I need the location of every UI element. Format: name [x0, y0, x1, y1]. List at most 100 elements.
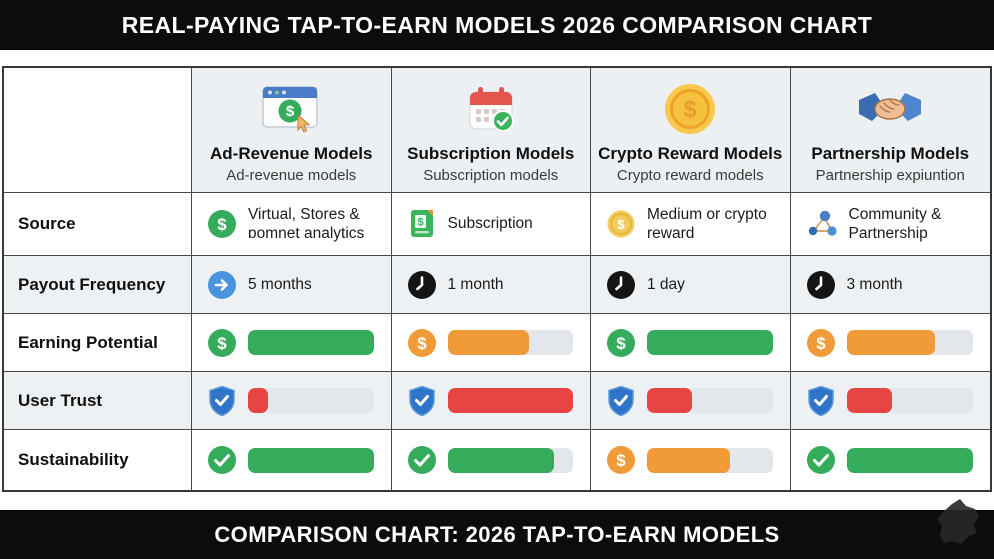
bar-track	[647, 388, 773, 413]
cell-text: Community & Partnership	[848, 205, 942, 242]
corner-cell	[4, 68, 192, 193]
svg-text:$: $	[616, 334, 626, 353]
bar-track	[447, 330, 573, 355]
column-header-crypto: $ Crypto Reward Models Crypto reward mod…	[591, 68, 791, 193]
footer-bar: COMPARISON CHART: 2026 TAP-TO-EARN MODEL…	[0, 499, 994, 559]
footer-title: COMPARISON CHART: 2026 TAP-TO-EARN MODEL…	[214, 521, 780, 547]
trust-cell-crypto	[591, 372, 791, 430]
bar-fill	[248, 330, 374, 355]
dollar-circle-orange-icon: $	[606, 445, 636, 475]
dollar-circle-green-icon: $	[207, 328, 237, 358]
svg-text:$: $	[417, 334, 427, 353]
row-label-sustainability: Sustainability	[4, 430, 192, 490]
row-label-source: Source	[4, 193, 192, 256]
svg-text:$: $	[417, 217, 423, 229]
earning-cell-crypto: $	[591, 314, 791, 372]
cell-text: Subscription	[447, 215, 533, 233]
cell-text: 1 month	[447, 275, 504, 293]
payout-cell-ad-revenue: 5 months	[192, 256, 392, 314]
earning-cell-partnership: $	[790, 314, 990, 372]
watermark-logo	[937, 499, 979, 544]
check-circle-icon	[407, 445, 437, 475]
bar-fill	[846, 447, 973, 473]
clock-icon	[806, 270, 836, 300]
row-label-user-trust: User Trust	[4, 372, 192, 430]
bar-track	[248, 388, 374, 413]
bar-fill	[647, 388, 693, 413]
gold-coin-small-icon: $	[606, 209, 636, 239]
calendar-check-icon	[465, 81, 517, 137]
sustainability-cell-partnership	[790, 430, 990, 490]
check-circle-icon	[806, 445, 836, 475]
bar-fill	[846, 388, 893, 413]
sustainability-cell-crypto: $	[591, 430, 791, 490]
source-cell-ad-revenue: $ Virtual, Stores & ɒomnet analytics	[192, 193, 392, 256]
column-subtitle: Partnership expiuntion	[815, 166, 965, 184]
bar-track	[248, 330, 374, 355]
source-cell-subscription: $ Subscription	[391, 193, 591, 256]
bar-track	[647, 330, 773, 355]
community-icon	[806, 209, 838, 239]
cell-text: 1 day	[647, 275, 685, 293]
bar-fill	[846, 330, 936, 355]
arrow-right-circle-icon	[207, 270, 237, 300]
bar-track	[647, 447, 773, 473]
bar-track	[846, 330, 973, 355]
svg-text:$: $	[217, 215, 227, 234]
cell-text: 3 month	[846, 275, 903, 293]
svg-text:$: $	[617, 217, 625, 232]
bar-track	[846, 447, 973, 473]
bar-track	[846, 388, 973, 413]
bar-track	[447, 447, 573, 473]
bar-track	[447, 388, 573, 413]
bar-fill	[447, 388, 573, 413]
shield-check-icon	[806, 385, 836, 417]
column-header-partnership: Partnership Models Partnership expiuntio…	[790, 68, 990, 193]
dollar-circle-orange-icon: $	[806, 328, 836, 358]
title-bar: REAL-PAYING TAP-TO-EARN MODELS 2026 COMP…	[0, 0, 994, 50]
handshake-icon	[858, 81, 922, 137]
earning-cell-subscription: $	[391, 314, 591, 372]
sustainability-cell-ad-revenue	[192, 430, 392, 490]
page-title: REAL-PAYING TAP-TO-EARN MODELS 2026 COMP…	[121, 11, 873, 38]
dollar-circle-orange-icon: $	[407, 328, 437, 358]
payout-cell-subscription: 1 month	[391, 256, 591, 314]
clock-icon	[606, 270, 636, 300]
payout-cell-crypto: 1 day	[591, 256, 791, 314]
bar-fill	[248, 447, 374, 473]
comparison-table: $ Ad-Revenue Models Ad-revenue models Su…	[2, 66, 992, 492]
bar-fill	[447, 330, 530, 355]
column-title: Subscription Models	[407, 144, 575, 163]
svg-text:$: $	[684, 96, 698, 123]
source-cell-crypto: $ Medium or crypto reward	[591, 193, 791, 256]
source-cell-partnership: Community & Partnership	[790, 193, 990, 256]
column-title: Crypto Reward Models	[598, 144, 783, 163]
trust-cell-subscription	[391, 372, 591, 430]
row-label-payout-frequency: Payout Frequency	[4, 256, 192, 314]
svg-text:$: $	[286, 103, 295, 120]
cell-text: Virtual, Stores & ɒomnet analytics	[248, 205, 365, 242]
gold-coin-icon: $	[663, 81, 717, 137]
payout-cell-partnership: 3 month	[790, 256, 990, 314]
sustainability-cell-subscription	[391, 430, 591, 490]
dollar-circle-green-icon: $	[606, 328, 636, 358]
column-title: Ad-Revenue Models	[210, 144, 373, 163]
trust-cell-partnership	[790, 372, 990, 430]
bar-track	[248, 447, 374, 473]
dollar-circle-green-icon: $	[207, 209, 237, 239]
browser-ad-icon: $	[261, 81, 321, 137]
trust-cell-ad-revenue	[192, 372, 392, 430]
shield-check-icon	[207, 385, 237, 417]
bar-fill	[248, 388, 269, 413]
check-circle-icon	[207, 445, 237, 475]
column-header-ad-revenue: $ Ad-Revenue Models Ad-revenue models	[192, 68, 392, 193]
cell-text: 5 months	[248, 275, 312, 293]
shield-check-icon	[407, 385, 437, 417]
bar-fill	[647, 447, 730, 473]
bar-fill	[647, 330, 773, 355]
column-subtitle: Ad-revenue models	[226, 166, 357, 184]
column-title: Partnership Models	[811, 144, 970, 163]
svg-text:$: $	[217, 334, 227, 353]
column-subtitle: Crypto reward models	[616, 166, 764, 184]
receipt-icon: $	[407, 208, 437, 240]
